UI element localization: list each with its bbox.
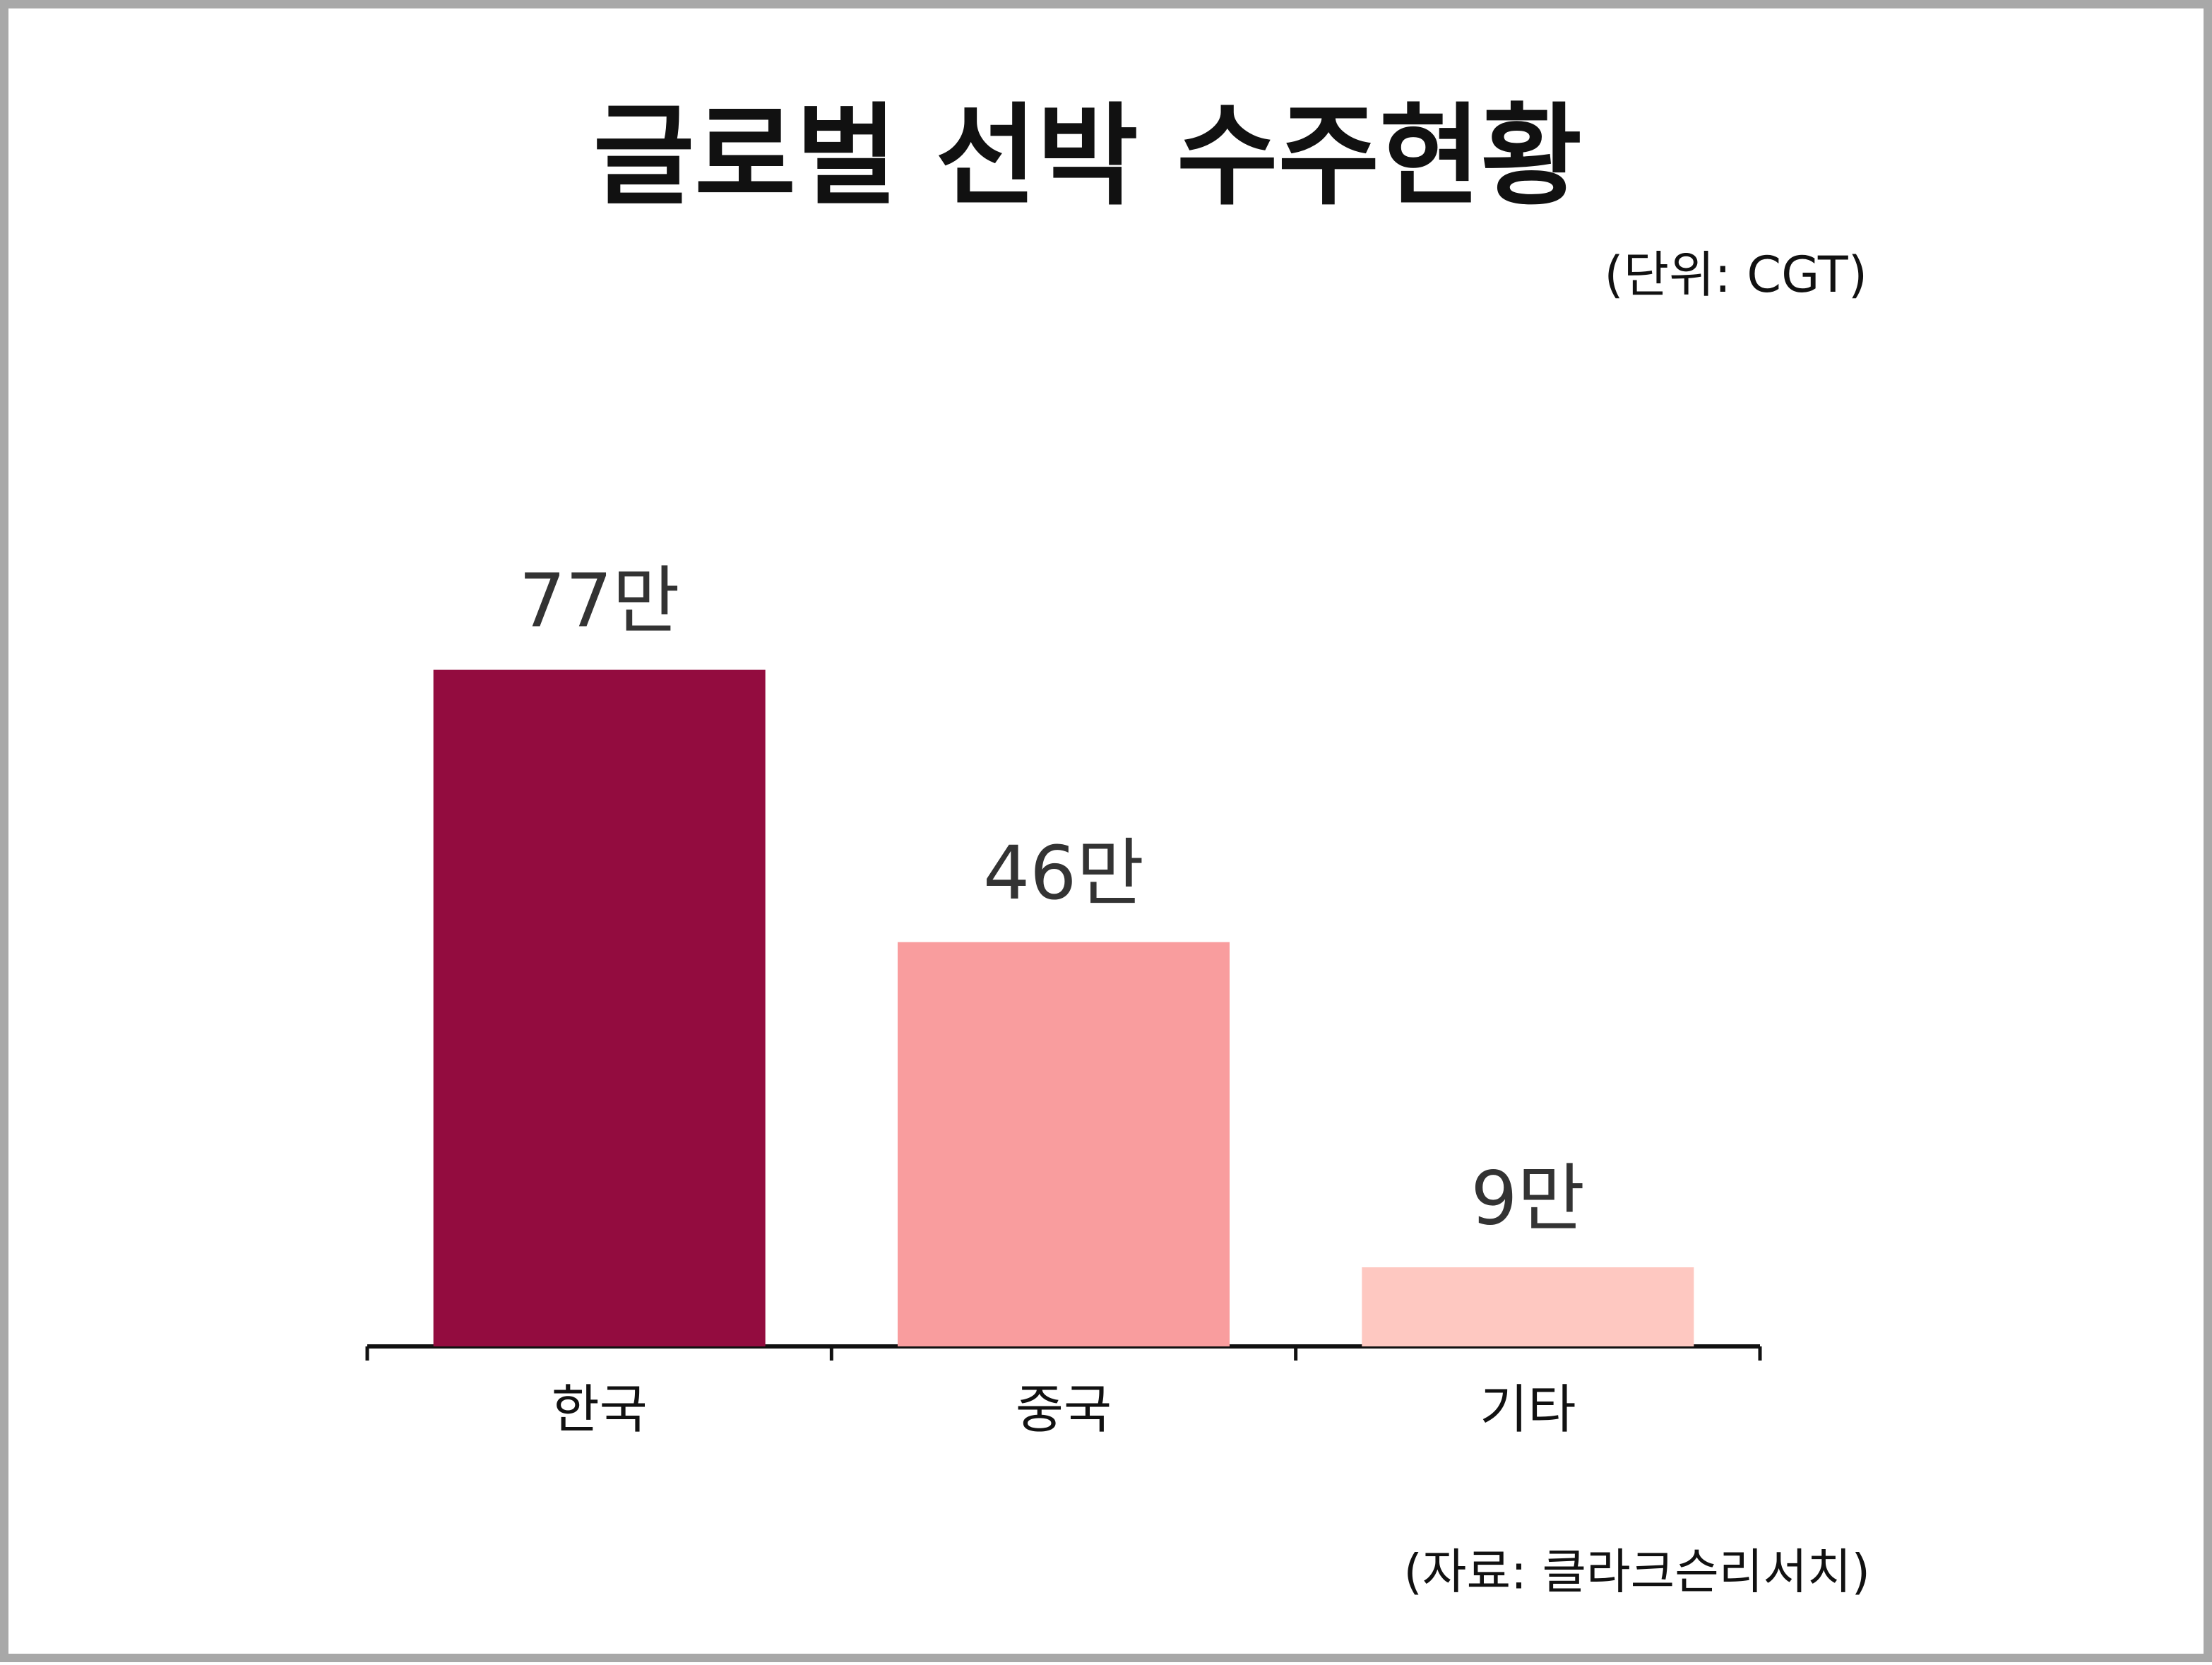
bar [1362,1267,1694,1346]
bar [898,942,1230,1346]
source-label: (자료: 클라크슨리서치) [1403,1545,1870,1601]
chart-title: 글로벌 선박 수주현황 [593,92,1582,220]
value-label: 9만 [1470,1155,1585,1241]
bar [433,670,766,1346]
x-tick-label: 중국 [1016,1380,1112,1440]
value-label: 46만 [983,830,1144,916]
unit-label: (단위: CGT) [1604,246,1867,304]
value-label: 77만 [519,557,680,644]
x-tick-label: 한국 [552,1380,648,1440]
x-tick-label: 기타 [1480,1380,1576,1440]
